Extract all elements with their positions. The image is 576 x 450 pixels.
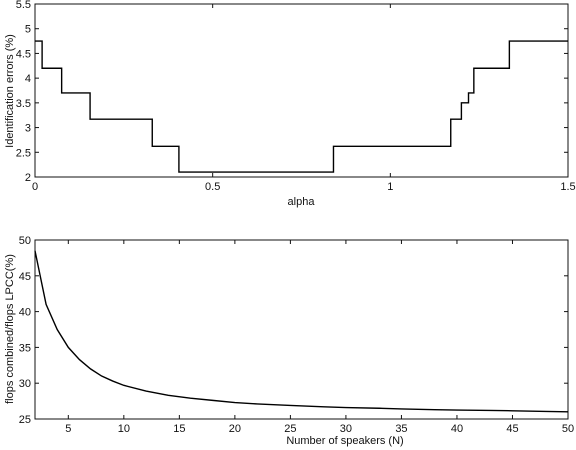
bottom-x-tick-label: 25 [284,423,296,435]
top-y-tick-label: 3 [25,123,31,135]
bottom-y-axis-label: flops combined/flops LPCC(%) [4,254,16,404]
bottom-x-tick-label: 20 [229,423,241,435]
top-y-tick-label: 4 [25,73,31,85]
bottom-x-tick-label: 15 [173,423,185,435]
bottom-x-tick-label: 40 [451,423,463,435]
top-x-tick-label: 0 [32,181,38,193]
bottom-x-tick-label: 5 [65,423,71,435]
top-plot-ticks: 0 0.5 1 1.5 2 2.5 3 3.5 4 4.5 5 5.5 [16,0,576,193]
bottom-x-tick-label: 50 [562,423,574,435]
top-y-tick-label: 4.5 [16,48,31,60]
bottom-y-tick-label: 45 [19,271,31,283]
bottom-x-tick-label: 45 [506,423,518,435]
top-y-tick-label: 5.5 [16,0,31,11]
bottom-x-axis-label: Number of speakers (N) [286,435,403,447]
bottom-y-tick-label: 50 [19,235,31,247]
top-x-tick-label: 1.5 [560,181,575,193]
top-y-tick-label: 5 [25,24,31,36]
bottom-curve-line [34,250,569,413]
bottom-y-tick-label: 40 [19,307,31,319]
bottom-y-tick-label: 30 [19,378,31,390]
top-x-tick-label: 1 [387,181,393,193]
bottom-x-tick-label: 30 [340,423,352,435]
top-y-tick-label: 2.5 [16,147,31,159]
top-plot-frame [34,3,569,178]
top-y-axis-label: Identification errors (%) [4,34,16,148]
bottom-x-tick-label: 35 [395,423,407,435]
bottom-y-tick-label: 25 [19,414,31,426]
top-y-tick-label: 2 [25,172,31,184]
bottom-plot-frame [34,239,569,420]
top-step-line [35,40,568,173]
top-x-axis-label: alpha [288,196,316,208]
bottom-y-tick-label: 35 [19,342,31,354]
bottom-plot-ticks: 5 10 15 20 25 30 35 40 45 50 25 30 35 40 45 50 [19,235,574,435]
top-y-tick-label: 3.5 [16,98,31,110]
bottom-x-tick-label: 10 [118,423,130,435]
top-x-tick-label: 0.5 [205,181,220,193]
